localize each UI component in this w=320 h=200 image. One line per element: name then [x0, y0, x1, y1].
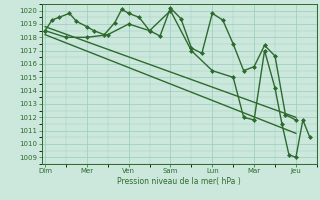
X-axis label: Pression niveau de la mer( hPa ): Pression niveau de la mer( hPa ): [117, 177, 241, 186]
